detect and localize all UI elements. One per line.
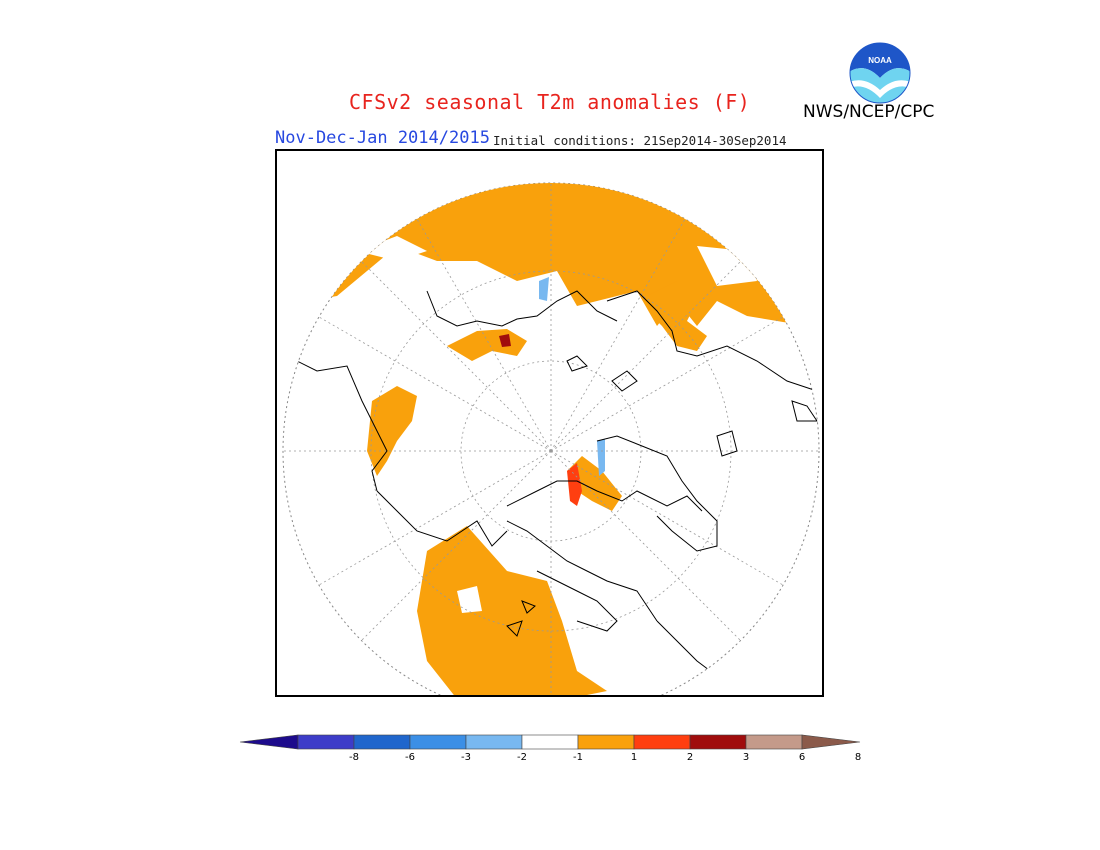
anomaly-spot-coast-darkred <box>499 334 511 347</box>
anomaly-region-east-asia <box>647 281 707 351</box>
polar-anomaly-map <box>275 149 824 697</box>
colorbar-label: -2 <box>517 752 527 763</box>
colorbar-swatch <box>633 734 691 750</box>
colorbar-labels: -8 -6 -3 -2 -1 1 2 3 6 8 <box>0 752 1100 768</box>
anomaly-spot-blue-1 <box>539 277 549 301</box>
logo-text: NOAA <box>868 56 892 65</box>
colorbar-label: 8 <box>854 752 862 763</box>
colorbar-swatch <box>521 734 579 750</box>
colorbar-swatch <box>297 734 355 750</box>
anomaly-region-greenland-coast <box>567 456 622 511</box>
colorbar-label: 3 <box>742 752 750 763</box>
org-label: NWS/NCEP/CPC <box>803 102 935 122</box>
anomaly-spot-blue-2 <box>597 439 605 476</box>
anomaly-spot-alaska-red <box>567 463 582 506</box>
colorbar-swatch <box>689 734 747 750</box>
colorbar-label: -1 <box>573 752 583 763</box>
colorbar <box>239 734 861 750</box>
colorbar-swatch <box>465 734 523 750</box>
initial-conditions-label: Initial conditions: 21Sep2014-30Sep2014 <box>493 133 787 148</box>
colorbar-label: 2 <box>686 752 694 763</box>
chart-title-text: CFSv2 seasonal T2m anomalies (F) <box>349 90 751 114</box>
anomaly-spot-siberia-red <box>315 259 331 286</box>
colorbar-label: 1 <box>630 752 638 763</box>
coastlines <box>286 290 818 677</box>
colorbar-swatch <box>745 734 803 750</box>
colorbar-label: -3 <box>461 752 471 763</box>
noaa-logo-icon: NOAA <box>849 42 911 104</box>
anomaly-region-north-america <box>417 526 607 695</box>
colorbar-label: -8 <box>349 752 359 763</box>
anomaly-gap-3 <box>457 586 482 613</box>
colorbar-swatch <box>577 734 635 750</box>
anomaly-gap-1 <box>357 236 427 261</box>
anomaly-region-eurasia-west <box>367 386 417 476</box>
colorbar-swatch <box>409 734 467 750</box>
colorbar-swatch <box>353 734 411 750</box>
colorbar-arrow-left <box>239 734 299 750</box>
colorbar-label: 6 <box>798 752 806 763</box>
colorbar-label: -6 <box>405 752 415 763</box>
graticule <box>283 183 819 695</box>
period-label: Nov-Dec-Jan 2014/2015 <box>275 128 490 148</box>
colorbar-arrow-right <box>801 734 861 750</box>
